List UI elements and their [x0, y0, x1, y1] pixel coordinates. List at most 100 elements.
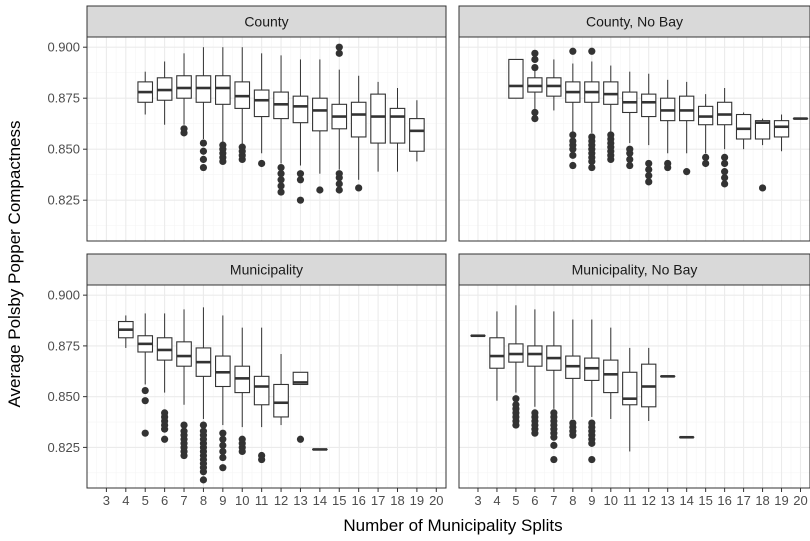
x-axis-title: Number of Municipality Splits	[343, 516, 562, 535]
outlier-point	[588, 455, 596, 464]
x-tick-label: 8	[569, 493, 576, 508]
outlier-point	[277, 170, 285, 178]
outlier-point	[199, 147, 208, 155]
boxplot-group	[546, 59, 562, 111]
boxplot-group	[215, 47, 231, 166]
y-tick-label: 0.850	[47, 142, 80, 157]
box-body	[350, 101, 367, 138]
outlier-point	[199, 155, 208, 163]
outlier-point	[569, 419, 577, 427]
outlier-point	[645, 159, 653, 168]
outlier-point	[569, 137, 577, 145]
box-body	[527, 345, 543, 367]
box-body	[489, 337, 505, 369]
outlier-point	[721, 168, 729, 176]
boxplot-group	[389, 88, 406, 172]
x-tick-label: 10	[235, 493, 249, 508]
boxplot-group	[641, 73, 657, 186]
box-body	[603, 359, 619, 394]
outlier-point	[180, 421, 188, 429]
boxplot-group	[527, 49, 543, 123]
outlier-point	[531, 55, 539, 64]
y-tick-label: 0.825	[47, 440, 80, 455]
outlier-point	[607, 131, 615, 139]
x-tick-label: 9	[588, 493, 595, 508]
boxplot-group	[253, 327, 270, 464]
boxplot-group	[735, 112, 752, 150]
outlier-point	[335, 186, 343, 194]
y-tick-label: 0.875	[47, 338, 80, 353]
box-body	[215, 75, 231, 105]
outlier-point	[588, 47, 596, 55]
box-body	[312, 97, 328, 132]
boxplot-group	[156, 313, 173, 443]
outlier-point	[512, 395, 520, 403]
outlier-point	[219, 464, 227, 472]
x-tick-label: 12	[641, 493, 655, 508]
boxplot-group	[137, 313, 154, 437]
box-body	[622, 371, 638, 406]
x-tick-label: 4	[122, 493, 129, 508]
box-body	[409, 118, 425, 152]
boxplot-group	[622, 71, 638, 170]
x-tick-label: 16	[717, 493, 731, 508]
outlier-point	[258, 451, 266, 460]
facet-strip-label: Municipality, No Bay	[572, 262, 698, 278]
boxplot-group	[754, 118, 771, 192]
panels-layer: County 0.825 0.850 0.875 0.900 County, No Bay…	[47, 5, 810, 508]
boxplot-group	[584, 319, 600, 464]
outlier-point	[277, 176, 285, 184]
facet-strip-label: Municipality	[230, 262, 303, 278]
outlier-point	[531, 64, 539, 72]
x-tick-label: 4	[493, 493, 500, 508]
boxplot-group	[195, 47, 212, 172]
boxplot-group	[603, 327, 619, 419]
outlier-point	[161, 435, 169, 443]
outlier-point	[721, 153, 729, 161]
outlier-point	[588, 419, 596, 427]
box-body	[754, 120, 771, 140]
facet-panel: County 0.825 0.850 0.875 0.900	[47, 5, 447, 242]
box-body	[292, 95, 309, 124]
x-tick-label: 16	[351, 493, 365, 508]
outlier-point	[569, 161, 577, 170]
outlier-point	[277, 163, 285, 172]
boxplot-group	[660, 79, 676, 172]
outlier-point	[335, 180, 343, 188]
boxplot-group	[370, 81, 386, 172]
outlier-point	[626, 155, 634, 163]
box-body	[273, 383, 289, 418]
x-tick-label: 15	[698, 493, 712, 508]
boxplot-group	[234, 47, 251, 163]
y-tick-label: 0.825	[47, 193, 80, 208]
boxplot-group	[565, 319, 581, 439]
x-tick-label: 19	[410, 493, 424, 508]
boxplot-group	[622, 347, 638, 452]
axes-layer: Average Polsby Popper Compactness Number…	[5, 121, 563, 535]
panel-border	[86, 284, 447, 489]
x-tick-label: 5	[512, 493, 519, 508]
outlier-point	[645, 172, 653, 180]
x-tick-label: 13	[660, 493, 674, 508]
facet-panel: Municipality, No Bay 3 4 5 6 7 8 9 10 11 12 13 14 15 1…	[458, 253, 810, 508]
outlier-point	[199, 139, 208, 147]
x-tick-label: 18	[755, 493, 769, 508]
outlier-point	[296, 176, 305, 184]
outlier-point	[258, 159, 266, 168]
facet-panel: County, No Bay	[458, 5, 810, 242]
x-tick-label: 7	[550, 493, 557, 508]
x-tick-label: 13	[293, 493, 307, 508]
outlier-point	[219, 429, 227, 437]
outlier-point	[355, 184, 363, 192]
facet-strip-label: County	[244, 14, 288, 30]
box-body	[176, 341, 192, 367]
outlier-point	[550, 441, 558, 449]
outlier-point	[702, 153, 710, 161]
x-tick-label: 18	[390, 493, 404, 508]
x-tick-label: 9	[219, 493, 226, 508]
outlier-point	[721, 159, 729, 168]
outlier-point	[199, 427, 208, 435]
boxplot-group	[409, 100, 425, 162]
